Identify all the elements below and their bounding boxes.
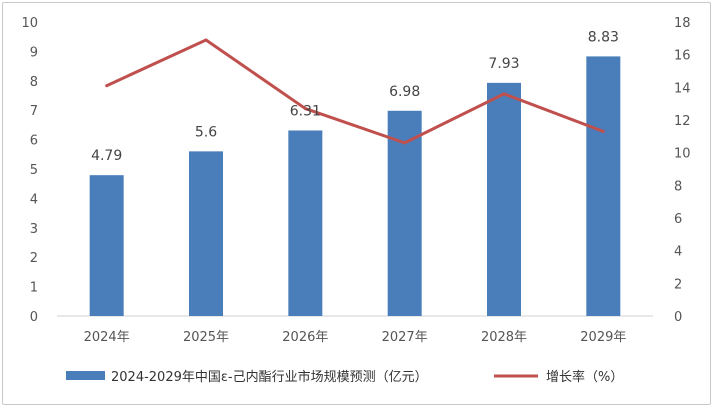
- bar-data-label: 6.98: [389, 84, 420, 100]
- y-right-tick-label: 14: [674, 81, 691, 96]
- y-right-tick-label: 8: [674, 179, 682, 194]
- y-left-tick-label: 9: [30, 45, 38, 60]
- growth-point: [303, 107, 307, 111]
- y-left-tick-label: 10: [21, 16, 38, 31]
- bar: [387, 110, 422, 317]
- legend: 2024-2029年中国ε-己内酯行业市场规模预测（亿元） 增长率（%）: [66, 369, 623, 385]
- y-right-tick-label: 16: [674, 49, 691, 64]
- legend-bar-swatch: [66, 371, 105, 380]
- y-left-tick-label: 1: [30, 281, 38, 296]
- growth-point: [105, 84, 109, 88]
- x-tick-label: 2029年: [580, 330, 626, 345]
- bar: [89, 175, 124, 316]
- growth-line-path: [106, 38, 604, 145]
- y-right-tick-label: 0: [674, 310, 682, 325]
- bar-data-label: 4.79: [91, 148, 122, 164]
- bar-data-label: 8.83: [588, 29, 619, 45]
- data-labels: 4.79 5.6 6.31 6.98 7.93 8.83: [91, 29, 619, 164]
- y-left-tick-label: 2: [30, 251, 38, 266]
- growth-line: [105, 38, 605, 145]
- bar: [288, 130, 323, 316]
- y-right-tick-label: 2: [674, 277, 682, 292]
- growth-point: [502, 92, 506, 96]
- bars: [89, 56, 621, 317]
- y-left-tick-label: 0: [30, 310, 38, 325]
- x-tick-label: 2024年: [84, 330, 130, 345]
- x-tick-label: 2028年: [481, 330, 527, 345]
- legend-line-label: 增长率（%）: [546, 369, 623, 385]
- y-right-tick-label: 18: [674, 16, 691, 31]
- bar: [586, 56, 621, 316]
- x-tick-label: 2027年: [382, 330, 428, 345]
- y-right-tick-label: 10: [674, 147, 691, 162]
- y-left-tick-label: 4: [30, 192, 38, 207]
- bar: [189, 151, 223, 316]
- bar-data-label: 6.31: [290, 103, 321, 119]
- x-tick-label: 2026年: [282, 330, 328, 345]
- growth-point: [601, 129, 605, 133]
- y-left-tick-label: 6: [30, 134, 38, 149]
- x-tick-label: 2025年: [183, 330, 229, 345]
- growth-point: [204, 38, 208, 42]
- y-left-tick-label: 7: [30, 104, 38, 119]
- y-right-tick-label: 6: [674, 212, 682, 227]
- bar-data-label: 7.93: [488, 56, 519, 72]
- growth-point: [403, 141, 407, 145]
- y-left-tick-label: 8: [30, 75, 38, 90]
- bar-data-label: 5.6: [195, 124, 217, 140]
- y-right-tick-label: 12: [674, 114, 691, 129]
- y-left-tick-label: 5: [30, 163, 38, 178]
- bar: [487, 82, 521, 316]
- y-right-tick-label: 4: [674, 245, 682, 260]
- legend-bar-label: 2024-2029年中国ε-己内酯行业市场规模预测（亿元）: [111, 369, 428, 385]
- y-left-tick-label: 3: [30, 222, 38, 237]
